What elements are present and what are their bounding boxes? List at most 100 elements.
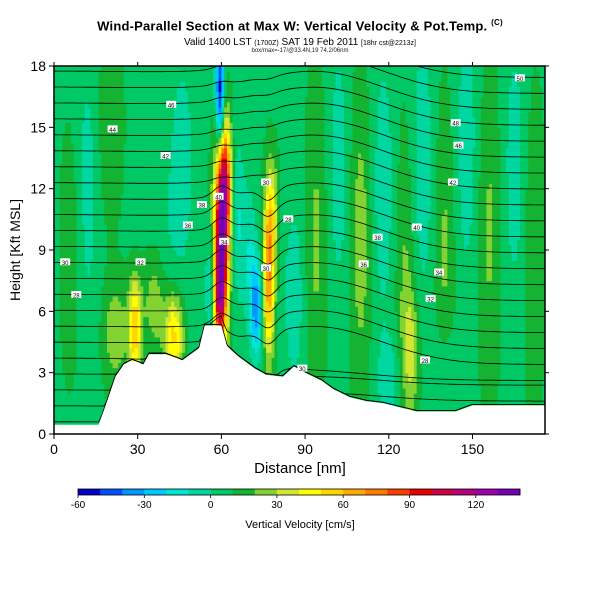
field-cell — [90, 178, 94, 185]
field-cell — [62, 362, 66, 369]
field-cell — [62, 270, 66, 277]
field-cell — [67, 347, 72, 353]
field-cell — [65, 290, 69, 297]
field-cell — [62, 214, 66, 220]
field-cell — [59, 106, 63, 113]
field-cell — [70, 260, 75, 266]
field-cell — [87, 301, 91, 307]
field-cell — [79, 152, 83, 159]
field-cell — [73, 198, 77, 205]
field-cell — [87, 178, 91, 185]
field-cell — [65, 142, 69, 149]
field-cell — [54, 219, 58, 226]
field-cell — [87, 331, 91, 338]
field-cell — [65, 413, 69, 420]
field-cell — [81, 244, 86, 251]
field-cell — [73, 112, 77, 118]
field-cell — [67, 296, 72, 302]
field-cell — [73, 296, 77, 302]
field-cell — [73, 347, 77, 353]
field-cell — [81, 362, 86, 369]
field-cell — [62, 311, 66, 318]
field-cell — [90, 142, 94, 149]
field-cell — [62, 127, 66, 134]
field-cell — [62, 239, 66, 246]
field-cell — [54, 127, 58, 134]
field-cell — [56, 193, 61, 200]
field-cell — [65, 163, 69, 169]
field-cell — [87, 372, 91, 379]
field-cell — [81, 198, 86, 205]
field-cell — [79, 204, 83, 210]
field-cell — [70, 71, 75, 77]
field-cell — [84, 382, 89, 389]
field-cell — [67, 377, 72, 384]
field-cell — [65, 209, 69, 215]
field-cell — [70, 413, 75, 420]
field-cell — [81, 393, 86, 399]
field-cell — [70, 382, 75, 389]
field-cell — [59, 382, 63, 389]
field-cell — [73, 137, 77, 144]
field-cell — [81, 280, 86, 287]
field-cell — [59, 342, 63, 348]
field-cell — [73, 214, 77, 220]
field-cell — [65, 372, 69, 379]
field-cell — [67, 408, 72, 415]
field-cell — [54, 106, 58, 113]
field-cell — [90, 372, 94, 379]
field-cell — [62, 234, 66, 241]
field-cell — [70, 372, 75, 379]
field-cell — [79, 326, 83, 333]
field-cell — [79, 377, 83, 384]
field-cell — [59, 372, 63, 379]
field-cell — [76, 393, 80, 399]
field-cell — [56, 219, 61, 226]
field-cell — [87, 321, 91, 328]
field-cell — [59, 178, 63, 185]
field-cell — [81, 66, 86, 72]
field-cell — [54, 316, 58, 323]
field-cell — [79, 229, 83, 236]
field-cell — [84, 372, 89, 379]
field-cell — [84, 173, 89, 180]
field-cell — [90, 173, 94, 180]
field-cell — [87, 347, 91, 353]
field-cell — [76, 280, 80, 287]
field-cell — [73, 255, 77, 261]
field-cell — [70, 285, 75, 292]
field-cell — [81, 398, 86, 404]
field-cell — [67, 81, 72, 88]
field-cell — [84, 168, 89, 174]
field-cell — [70, 188, 75, 195]
field-cell — [79, 342, 83, 348]
field-cell — [76, 372, 80, 379]
field-cell — [76, 311, 80, 318]
field-cell — [62, 413, 66, 420]
field-cell — [56, 234, 61, 241]
field-cell — [79, 352, 83, 358]
field-cell — [56, 285, 61, 292]
field-cell — [87, 388, 91, 394]
field-cell — [54, 142, 58, 149]
field-cell — [90, 229, 94, 236]
field-cell — [62, 142, 66, 149]
field-cell — [54, 209, 58, 215]
field-cell — [56, 214, 61, 220]
field-cell — [67, 193, 72, 200]
field-cell — [54, 239, 58, 246]
field-cell — [87, 142, 91, 149]
field-cell — [56, 168, 61, 174]
field-cell — [81, 321, 86, 328]
field-cell — [76, 234, 80, 241]
field-cell — [67, 301, 72, 307]
field-cell — [87, 81, 91, 88]
field-cell — [76, 193, 80, 200]
field-cell — [62, 301, 66, 307]
field-cell — [73, 173, 77, 180]
field-cell — [54, 101, 58, 108]
field-cell — [54, 229, 58, 236]
field-cell — [70, 66, 75, 72]
field-cell — [90, 250, 94, 256]
field-cell — [79, 224, 83, 231]
